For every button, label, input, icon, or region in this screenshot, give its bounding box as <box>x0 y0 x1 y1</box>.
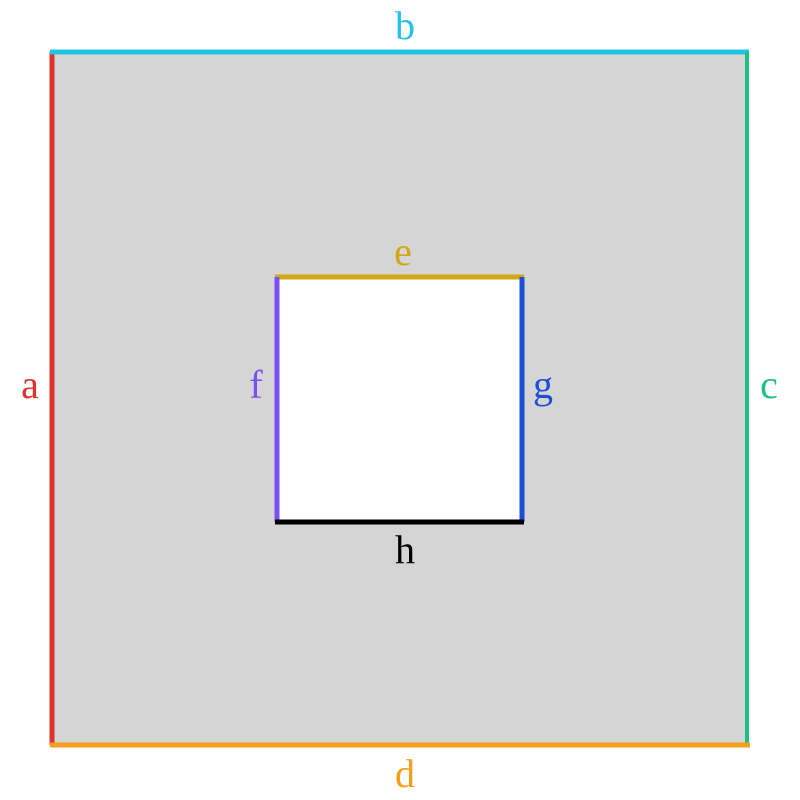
label-c: c <box>760 362 778 407</box>
label-a: a <box>21 362 39 407</box>
label-e: e <box>394 229 412 274</box>
label-f: f <box>249 362 263 407</box>
label-g: g <box>533 362 553 407</box>
label-d: d <box>395 751 415 796</box>
label-b: b <box>395 3 415 48</box>
label-h: h <box>395 527 415 572</box>
inner-square-fill <box>277 277 522 522</box>
